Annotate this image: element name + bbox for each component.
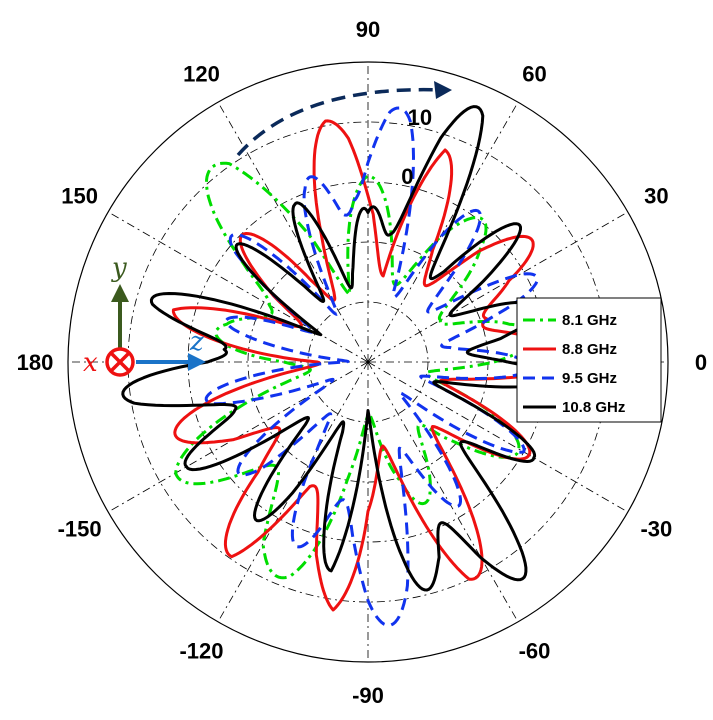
rotation-arrow — [236, 87, 443, 157]
x-axis-letter: x — [83, 348, 98, 378]
legend-entry: 8.1 GHz — [562, 312, 617, 329]
angle-tick-label: -30 — [640, 517, 672, 542]
angle-tick-label: -150 — [58, 517, 102, 542]
radial-tick-labels: 0 10 — [401, 105, 432, 189]
legend: 8.1 GHz 8.8 GHz 9.5 GHz 10.8 GHz — [516, 297, 662, 423]
radial-tick-label: 10 — [408, 105, 432, 130]
grid-spoke — [367, 211, 629, 363]
angle-tick-label: 60 — [522, 62, 546, 87]
radial-tick-label: 0 — [401, 164, 413, 189]
series-2 — [204, 106, 539, 627]
angle-tick-label: 30 — [644, 184, 668, 209]
series-3 — [121, 105, 551, 592]
angle-tick-label: 0 — [695, 350, 707, 375]
outer-circle — [67, 61, 669, 663]
angle-tick-label: 120 — [183, 62, 220, 87]
y-axis-arrow-head — [111, 284, 129, 302]
z-axis-arrow-head — [188, 353, 206, 371]
series-line — [174, 161, 536, 580]
angle-tick-labels: 0 30 60 90 120 150 180 -150 -120 -90 -60 -30 — [17, 17, 707, 708]
y-axis-letter: y — [111, 253, 127, 283]
series-line — [121, 105, 551, 592]
coordinate-axes: y z x — [83, 253, 206, 378]
grid-spoke — [367, 361, 629, 513]
angle-tick-label: 90 — [356, 17, 380, 42]
rotation-arrow-head — [434, 81, 452, 99]
grid-spoke — [367, 101, 519, 363]
grid-spoke — [367, 361, 519, 623]
x-axis-cross-2 — [109, 351, 131, 373]
series-layer — [121, 105, 591, 627]
angle-tick-label: 180 — [17, 350, 54, 375]
angle-tick-label: -90 — [352, 683, 384, 708]
angle-tick-label: 150 — [61, 184, 98, 209]
angle-tick-label: -120 — [179, 638, 223, 663]
legend-entry: 8.8 GHz — [562, 341, 617, 358]
grid-spoke — [107, 211, 369, 363]
series-line — [204, 106, 539, 627]
angle-tick-label: -60 — [519, 638, 551, 663]
z-axis-letter: z — [189, 327, 204, 357]
grid-spoke — [217, 101, 369, 363]
series-0 — [174, 161, 536, 580]
legend-entry: 9.5 GHz — [562, 370, 617, 387]
legend-entry: 10.8 GHz — [562, 399, 625, 416]
